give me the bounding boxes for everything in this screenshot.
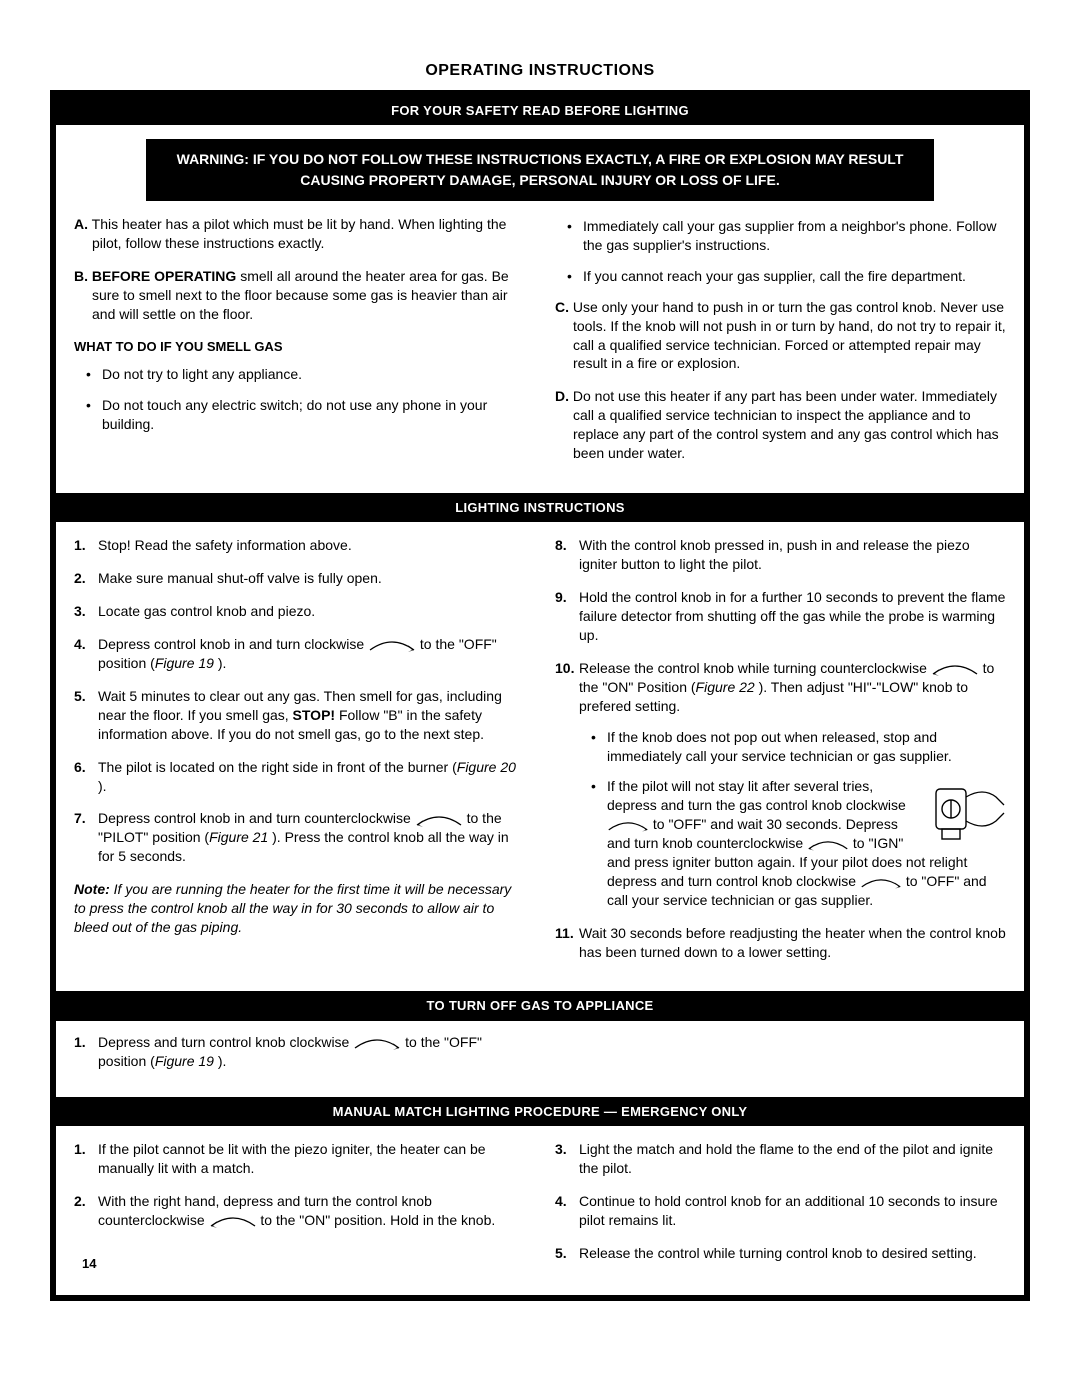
gas-control-knob-icon [928,777,1006,849]
li-3: Locate gas control knob and piezo. [98,602,525,621]
arrow-ccw-icon [415,813,463,827]
lighting-heading-bar: LIGHTING INSTRUCTIONS [56,493,1024,523]
ml-1: If the pilot cannot be lit with the piez… [98,1140,525,1178]
turnoff-col-left: Depress and turn control knob clockwise … [74,1033,525,1085]
li10-a: Release the control knob while turning c… [579,660,931,676]
right-bullets: Immediately call your gas supplier from … [555,217,1006,286]
li4-a: Depress control knob in and turn clockwi… [98,636,368,652]
li-10: Release the control knob while turning c… [579,659,1006,910]
arrow-cw-icon [368,638,416,652]
lighting-left-list: Stop! Read the safety information above.… [74,536,525,866]
arrow-ccw-icon [209,1214,257,1228]
smell-b2: Do not touch any electric switch; do not… [102,396,525,434]
page-number: 14 [82,1255,96,1273]
text-a: This heater has a pilot which must be li… [88,216,506,251]
item-a: A. This heater has a pilot which must be… [74,215,525,253]
mr-5: Release the control while turning contro… [579,1244,1006,1263]
safety-heading-bar: FOR YOUR SAFETY READ BEFORE LIGHTING [56,96,1024,126]
li6-fig: Figure 20 [457,759,516,775]
content-frame: FOR YOUR SAFETY READ BEFORE LIGHTING WAR… [50,90,1030,1301]
li5-stop: STOP! [293,707,336,723]
smell-b1: Do not try to light any appliance. [102,365,525,384]
to1-c: ). [214,1053,226,1069]
lighting-note: Note: If you are running the heater for … [74,880,525,937]
manual-left-list: If the pilot cannot be lit with the piez… [74,1140,525,1230]
li-6: The pilot is located on the right side i… [98,758,525,796]
turnoff-list: Depress and turn control knob clockwise … [74,1033,525,1071]
lighting-columns: Stop! Read the safety information above.… [56,522,1024,991]
turnoff-columns: Depress and turn control knob clockwise … [56,1021,1024,1097]
right-b2: If you cannot reach your gas supplier, c… [583,267,1006,286]
to-1: Depress and turn control knob clockwise … [98,1033,525,1071]
lead-d: D. [555,388,569,404]
note-lead: Note: [74,881,110,897]
manual-heading-bar: MANUAL MATCH LIGHTING PROCEDURE — EMERGE… [56,1097,1024,1127]
to1-fig: Figure 19 [155,1053,214,1069]
li-11: Wait 30 seconds before readjusting the h… [579,924,1006,962]
li7-fig: Figure 21 [209,829,268,845]
manual-columns: If the pilot cannot be lit with the piez… [56,1126,1024,1294]
safety-columns: A. This heater has a pilot which must be… [56,215,1024,493]
li10-b1: If the knob does not pop out when releas… [607,728,1006,766]
li-7: Depress control knob in and turn counter… [98,809,525,866]
lighting-col-left: Stop! Read the safety information above.… [74,536,525,975]
item-c: C. Use only your hand to push in or turn… [555,298,1006,374]
li6-a: The pilot is located on the right side i… [98,759,457,775]
li-9: Hold the control knob in for a further 1… [579,588,1006,645]
li-1: Stop! Read the safety information above. [98,536,525,555]
li6-b: ). [98,778,107,794]
mr-4: Continue to hold control knob for an add… [579,1192,1006,1230]
smell-gas-heading: WHAT TO DO IF YOU SMELL GAS [74,338,525,356]
arrow-cw-icon [607,819,649,832]
lead-c: C. [555,299,569,315]
li7-a: Depress control knob in and turn counter… [98,810,415,826]
lead-a: A. [74,216,88,232]
arrow-ccw-icon [807,838,849,851]
li10-b2: If the pilot will not stay lit after sev… [607,777,1006,909]
safety-col-right: Immediately call your gas supplier from … [555,215,1006,477]
manual-col-left: If the pilot cannot be lit with the piez… [74,1140,525,1276]
li-5: Wait 5 minutes to clear out any gas. The… [98,687,525,744]
li-2: Make sure manual shut-off valve is fully… [98,569,525,588]
manual-col-right: Light the match and hold the flame to th… [555,1140,1006,1276]
arrow-ccw-icon [931,662,979,676]
before-operating: BEFORE OPERATING [88,268,236,284]
mr-3: Light the match and hold the flame to th… [579,1140,1006,1178]
item-b: B. BEFORE OPERATING smell all around the… [74,267,525,324]
lighting-col-right: With the control knob pressed in, push i… [555,536,1006,975]
li10-sub: If the knob does not pop out when releas… [579,728,1006,910]
li4-c: ). [214,655,226,671]
manual-right-list: Light the match and hold the flame to th… [555,1140,1006,1262]
safety-col-left: A. This heater has a pilot which must be… [74,215,525,477]
item-d: D. Do not use this heater if any part ha… [555,387,1006,463]
turnoff-heading-bar: TO TURN OFF GAS TO APPLIANCE [56,991,1024,1021]
warning-box: WARNING: IF YOU DO NOT FOLLOW THESE INST… [146,139,934,201]
lighting-right-list: With the control knob pressed in, push i… [555,536,1006,961]
li10-fig: Figure 22 [696,679,755,695]
text-d: Do not use this heater if any part has b… [569,388,999,461]
li4-fig: Figure 19 [155,655,214,671]
ml2-b: to the "ON" position. Hold in the knob. [260,1212,495,1228]
turnoff-col-right [555,1033,1006,1085]
lead-b: B. [74,268,88,284]
smell-bullets: Do not try to light any appliance. Do no… [74,365,525,434]
note-text: If you are running the heater for the fi… [74,881,511,935]
page-title: OPERATING INSTRUCTIONS [50,60,1030,82]
li-8: With the control knob pressed in, push i… [579,536,1006,574]
right-b1: Immediately call your gas supplier from … [583,217,1006,255]
to1-a: Depress and turn control knob clockwise [98,1034,353,1050]
ml-2: With the right hand, depress and turn th… [98,1192,525,1230]
li10-b2a: If the pilot will not stay lit after sev… [607,778,906,813]
text-c: Use only your hand to push in or turn th… [569,299,1006,372]
arrow-cw-icon [860,876,902,889]
arrow-cw-icon [353,1036,401,1050]
li-4: Depress control knob in and turn clockwi… [98,635,525,673]
